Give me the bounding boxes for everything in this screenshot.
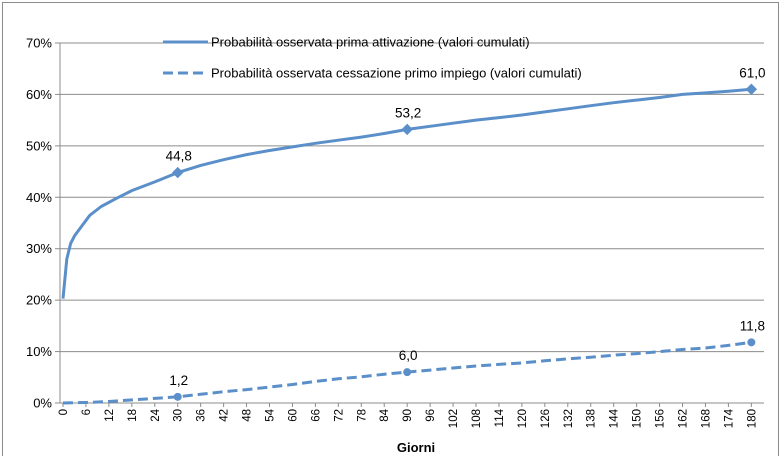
x-tick-label: 180: [746, 409, 758, 428]
y-tick-label: 40%: [26, 190, 52, 205]
data-point-circle: [173, 392, 182, 401]
x-tick-label: 126: [540, 409, 552, 428]
data-label: 53,2: [395, 105, 421, 120]
x-tick-label: 84: [379, 408, 391, 421]
x-tick-label: 54: [265, 408, 277, 421]
data-labels: 44,8 53,2 61,0 1,2 6,0 11,8: [166, 65, 766, 388]
data-label: 1,2: [169, 373, 188, 388]
series-markers: [172, 83, 758, 401]
data-label: 11,8: [740, 318, 765, 333]
x-tick-label: 36: [196, 409, 208, 422]
x-tick-label: 162: [678, 409, 690, 428]
y-tick-label: 20%: [26, 293, 52, 308]
x-tick-label: 42: [219, 409, 231, 422]
data-point-diamond: [172, 166, 184, 179]
x-tick-label: 96: [425, 409, 437, 422]
x-tick-label: 150: [632, 409, 644, 428]
x-tick-label: 18: [127, 409, 139, 422]
x-tick-label: 78: [356, 409, 368, 422]
x-tick-label: 66: [310, 409, 322, 422]
data-label: 61,0: [739, 65, 765, 80]
series-line-1: [61, 87, 752, 299]
x-tick-label: 102: [448, 409, 460, 428]
axes: [55, 42, 764, 407]
x-tick-label: 120: [517, 409, 529, 428]
x-tick-label: 90: [402, 409, 414, 422]
x-tick-label: 174: [723, 408, 735, 428]
x-tick-label: 138: [586, 409, 598, 428]
x-tick-label: 168: [700, 409, 712, 428]
data-label: 44,8: [166, 149, 192, 164]
x-tick-label: 132: [563, 409, 575, 428]
y-tick-label: 50%: [26, 138, 52, 153]
x-axis-title: Giorni: [397, 440, 435, 455]
x-tick-label: 0: [58, 409, 70, 415]
legend-label-1: Probabilità osservata prima attivazione …: [211, 35, 530, 50]
x-axis-ticks: 0 6 12 18 24 30 36 42 48 54 60 66 72 78 84 90 96 102 108 11…: [58, 408, 758, 428]
data-point-diamond: [745, 83, 758, 95]
x-tick-label: 108: [471, 409, 483, 428]
x-tick-label: 24: [150, 408, 162, 421]
y-tick-label: 60%: [26, 87, 52, 102]
y-tick-label: 0%: [33, 396, 52, 411]
legend: Probabilità osservata prima attivazione …: [163, 35, 582, 81]
x-tick-label: 30: [173, 409, 185, 422]
legend-label-2: Probabilità osservata cessazione primo i…: [211, 66, 582, 81]
x-tick-label: 72: [333, 409, 345, 422]
y-axis-ticks: 0% 10% 20% 30% 40% 50% 60% 70%: [26, 36, 52, 411]
y-tick-label: 70%: [26, 36, 52, 51]
data-point-circle: [403, 368, 412, 377]
y-tick-label: 10%: [26, 344, 52, 359]
x-tick-label: 114: [494, 408, 506, 427]
x-tick-label: 144: [609, 408, 621, 428]
data-point-circle: [747, 338, 756, 347]
x-tick-label: 12: [104, 409, 116, 422]
x-tick-label: 156: [655, 409, 667, 428]
data-point-diamond: [401, 123, 413, 136]
data-label: 6,0: [399, 348, 418, 363]
x-tick-label: 48: [242, 409, 254, 422]
x-tick-label: 60: [287, 409, 299, 422]
y-tick-label: 30%: [26, 241, 52, 256]
x-tick-label: 6: [81, 409, 93, 415]
